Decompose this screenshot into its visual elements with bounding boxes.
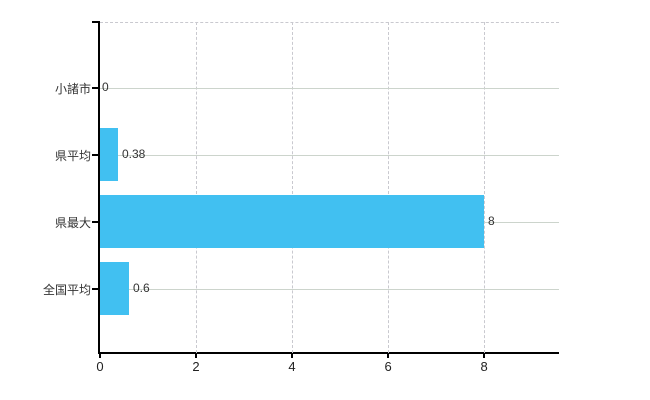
x-tick-label: 0 bbox=[96, 359, 104, 374]
x-tick-label: 2 bbox=[192, 359, 200, 374]
bar bbox=[100, 195, 484, 248]
x-axis-tick bbox=[291, 353, 294, 358]
x-tick-label: 4 bbox=[288, 359, 296, 374]
x-axis-tick bbox=[483, 353, 486, 358]
x-axis-line bbox=[98, 352, 559, 354]
y-axis-tick bbox=[92, 221, 98, 223]
x-axis-tick bbox=[195, 353, 198, 358]
data-label: 0.38 bbox=[122, 147, 146, 161]
y-axis-tick bbox=[92, 87, 98, 89]
data-label: 0 bbox=[102, 80, 109, 94]
h-gridline bbox=[100, 88, 559, 89]
category-label: 県平均 bbox=[54, 149, 91, 163]
category-label: 県最大 bbox=[54, 216, 91, 230]
y-axis-end-tick bbox=[92, 21, 98, 23]
plot-top-border bbox=[100, 22, 559, 23]
h-gridline bbox=[100, 289, 559, 290]
data-label: 0.6 bbox=[133, 281, 150, 295]
v-gridline bbox=[484, 22, 486, 353]
x-tick-label: 8 bbox=[480, 359, 488, 374]
y-axis-line bbox=[98, 21, 100, 353]
x-axis-tick bbox=[387, 353, 390, 358]
v-gridline bbox=[292, 22, 294, 353]
data-label: 8 bbox=[488, 214, 495, 228]
h-gridline bbox=[100, 155, 559, 156]
v-gridline bbox=[196, 22, 198, 353]
x-axis-tick bbox=[99, 353, 101, 358]
y-axis-tick bbox=[92, 154, 98, 156]
y-axis-tick bbox=[92, 288, 98, 290]
bar bbox=[100, 128, 118, 181]
category-label: 全国平均 bbox=[42, 283, 91, 297]
category-label: 小諸市 bbox=[54, 82, 91, 96]
x-tick-label: 6 bbox=[384, 359, 392, 374]
bar bbox=[100, 262, 129, 315]
v-gridline bbox=[388, 22, 390, 353]
